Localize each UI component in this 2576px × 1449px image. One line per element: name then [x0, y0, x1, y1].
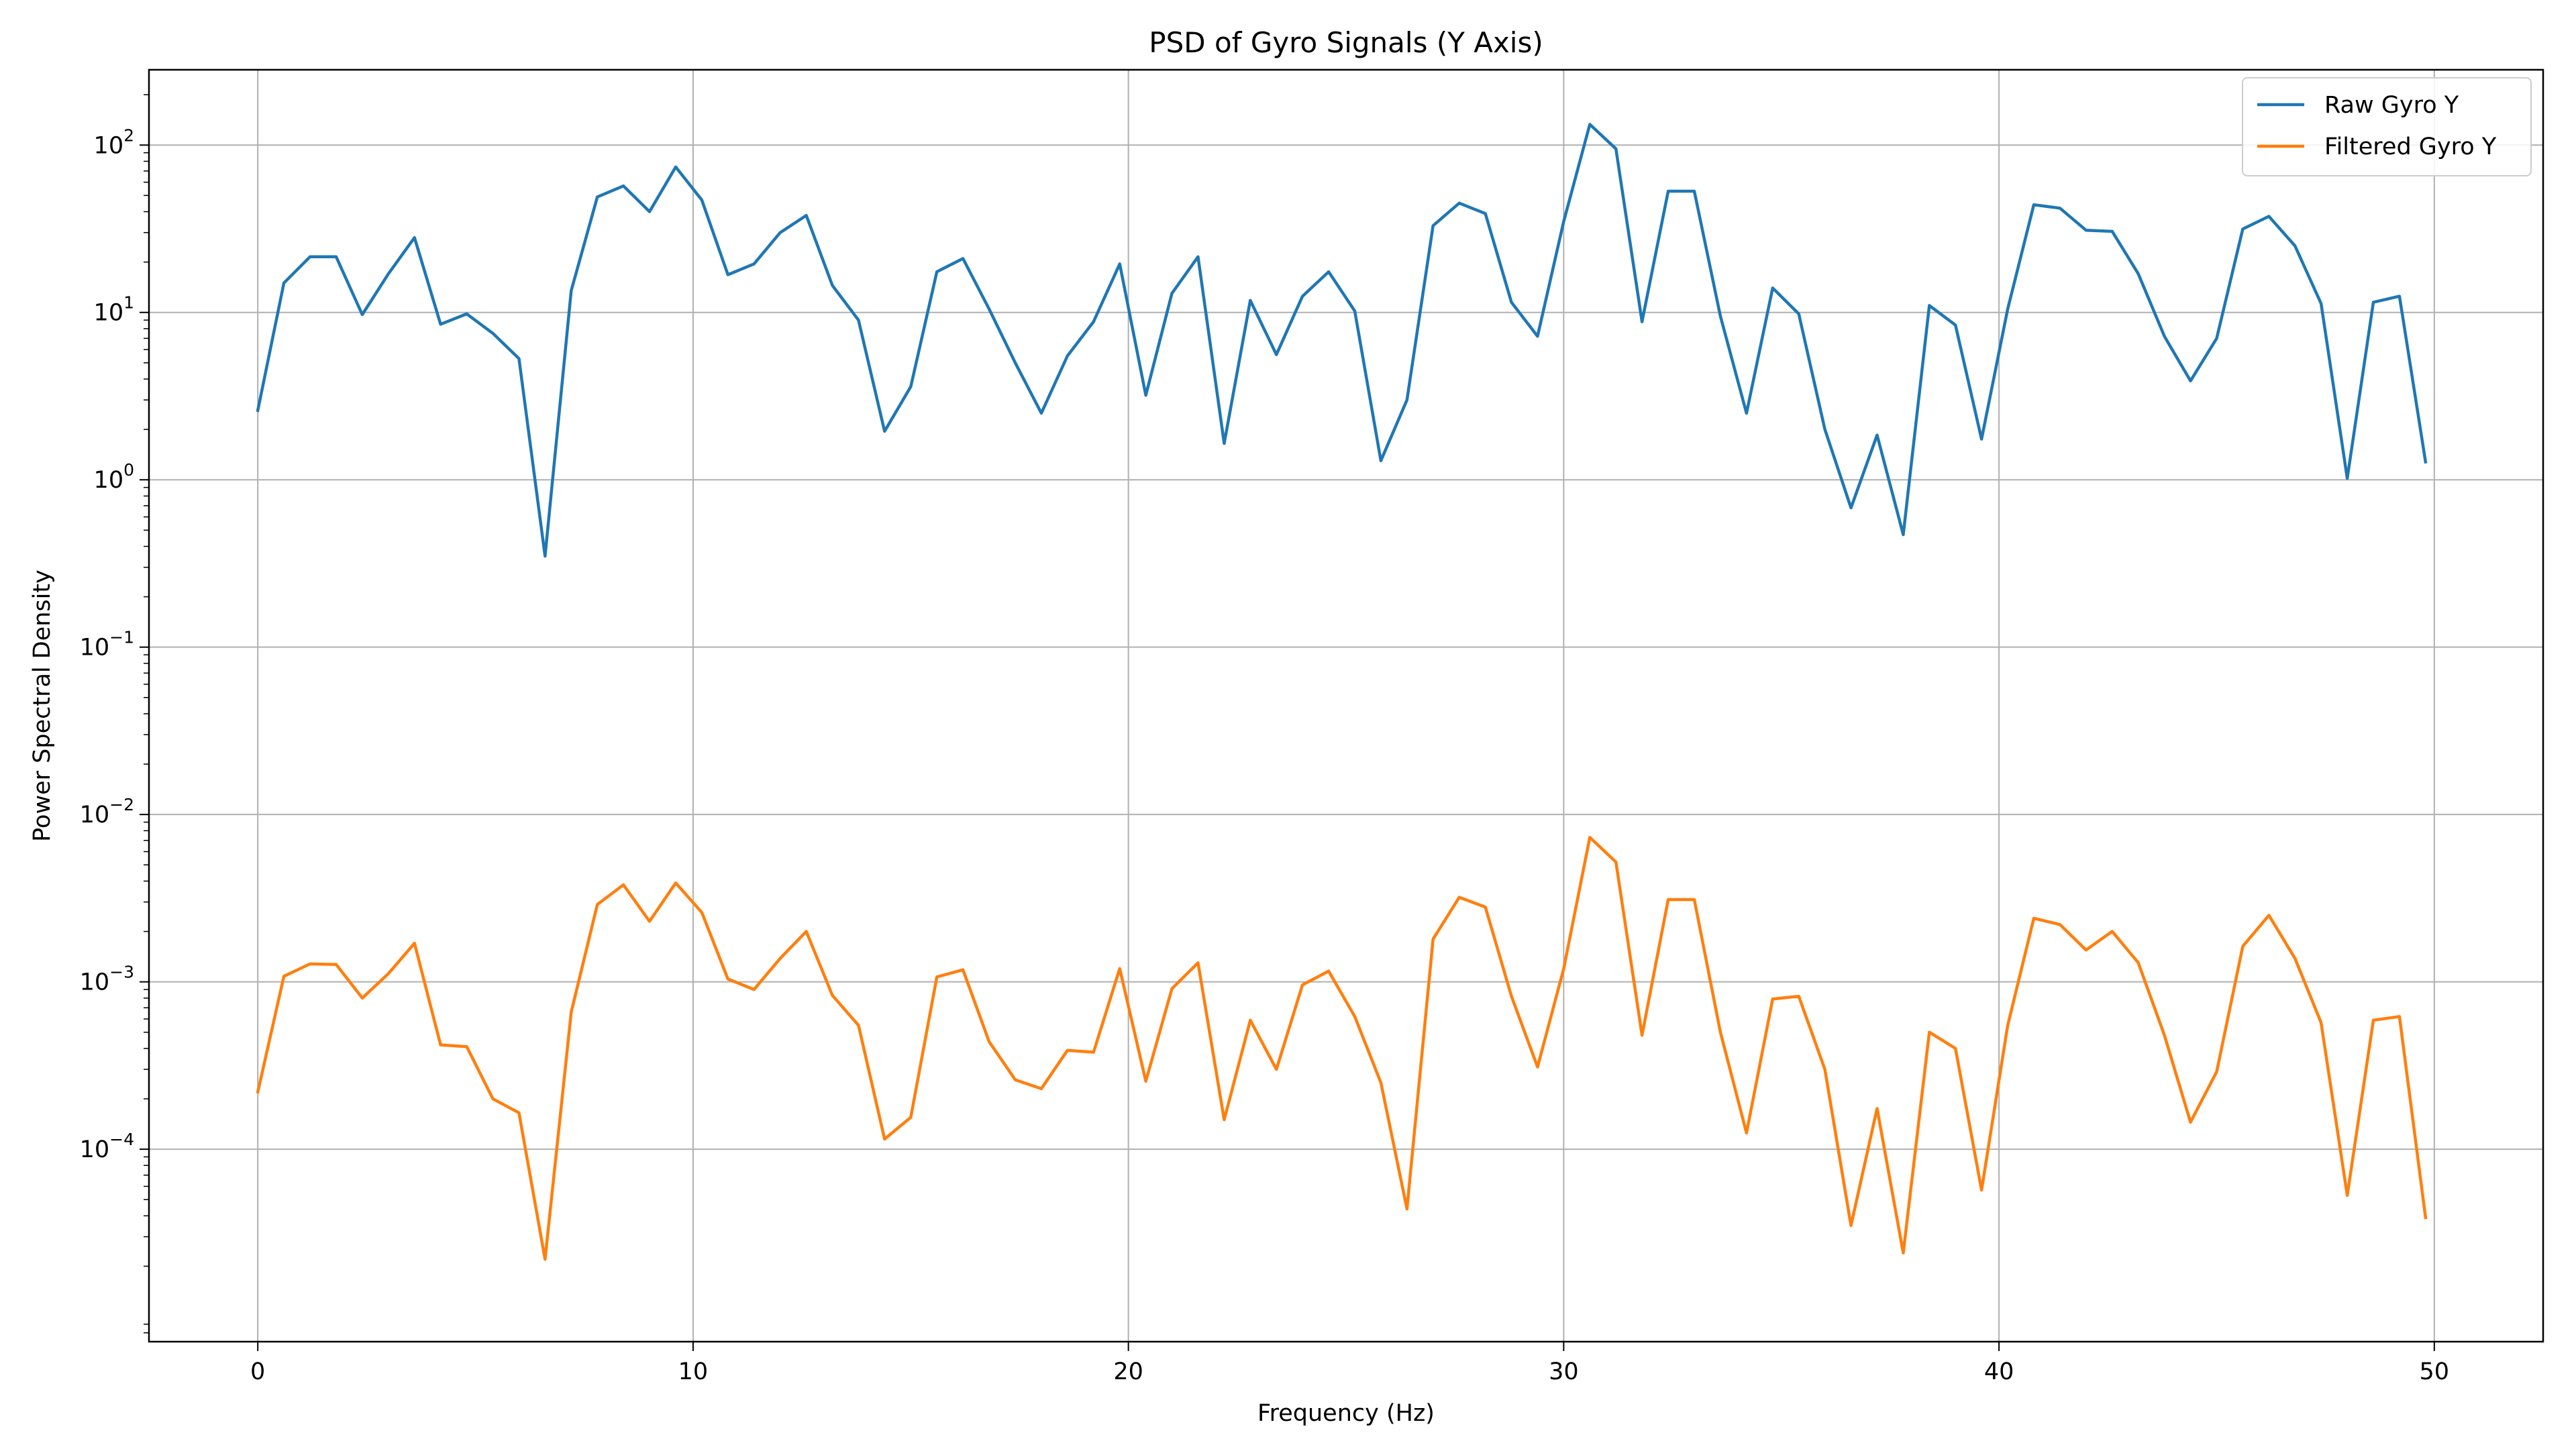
x-axis-label: Frequency (Hz): [1257, 1400, 1435, 1427]
y-tick-base: 10: [94, 467, 124, 494]
legend-box: [2242, 77, 2532, 176]
series-lines: [256, 123, 2428, 1261]
y-tick-exponent: −4: [109, 1130, 134, 1149]
chart-title: PSD of Gyro Signals (Y Axis): [1149, 26, 1543, 59]
x-tick-label: 0: [250, 1358, 265, 1385]
legend-label: Filtered Gyro Y: [2324, 133, 2497, 160]
y-tick-label: 102: [94, 125, 134, 159]
y-tick-exponent: 1: [123, 293, 134, 313]
y-tick-exponent: −2: [109, 795, 134, 814]
y-axis-label: Power Spectral Density: [29, 570, 56, 842]
x-tick-label: 30: [1549, 1358, 1579, 1385]
y-tick-base: 10: [94, 132, 124, 159]
y-tick-base: 10: [94, 300, 124, 327]
legend-label: Raw Gyro Y: [2324, 92, 2459, 119]
y-tick-label: 10−4: [80, 1130, 134, 1163]
y-tick-base: 10: [80, 969, 110, 996]
y-tick-label: 10−2: [80, 795, 134, 828]
x-tick-label: 10: [678, 1358, 709, 1385]
grid: [149, 70, 2543, 1342]
y-tick-base: 10: [80, 635, 110, 661]
y-tick-base: 10: [80, 1136, 110, 1163]
series-line-filtered-gyro-y: [256, 836, 2428, 1261]
series-line-raw-gyro-y: [256, 123, 2428, 558]
plot-frame: [148, 68, 2544, 1343]
x-tick-label: 40: [1984, 1358, 2014, 1385]
y-tick-exponent: 0: [123, 460, 134, 480]
x-tick-label: 20: [1113, 1358, 1143, 1385]
y-tick-label: 100: [94, 460, 134, 494]
y-tick-exponent: −1: [109, 628, 134, 647]
y-tick-exponent: −3: [109, 963, 134, 982]
legend: Raw Gyro Y Filtered Gyro Y: [2242, 77, 2532, 176]
y-tick-base: 10: [80, 802, 110, 828]
y-tick-label: 10−1: [80, 628, 134, 661]
y-tick-label: 101: [94, 293, 134, 327]
y-tick-label: 10−3: [80, 963, 134, 996]
y-tick-exponent: 2: [123, 125, 134, 145]
x-tick-label: 50: [2420, 1358, 2450, 1385]
